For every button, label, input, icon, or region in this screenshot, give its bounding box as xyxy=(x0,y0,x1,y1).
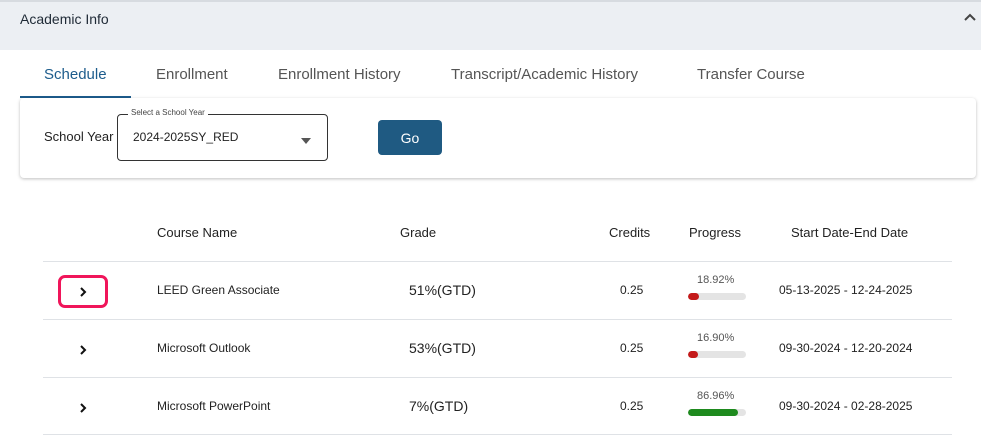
dropdown-arrow-icon[interactable] xyxy=(301,138,311,144)
progress-fill xyxy=(688,409,739,416)
expand-row-button[interactable] xyxy=(58,333,108,366)
credits-value: 0.25 xyxy=(620,283,644,297)
select-legend: Select a School Year xyxy=(128,108,208,117)
select-value: 2024-2025SY_RED xyxy=(133,130,239,144)
progress-bar xyxy=(688,409,746,416)
chevron-up-icon[interactable] xyxy=(963,11,977,25)
tab-enrollment-history[interactable]: Enrollment History xyxy=(278,66,401,83)
progress-cell: 86.96% xyxy=(688,390,748,420)
grade-value: 7%(GTD) xyxy=(409,398,469,414)
date-range: 05-13-2025 - 12-24-2025 xyxy=(779,283,913,297)
tab-schedule[interactable]: Schedule xyxy=(44,66,107,83)
progress-fill xyxy=(688,351,698,358)
expand-row-button[interactable] xyxy=(58,275,108,308)
progress-cell: 16.90% xyxy=(688,332,748,362)
table-row: LEED Green Associate 51%(GTD) 0.25 18.92… xyxy=(43,261,952,319)
progress-cell: 18.92% xyxy=(688,274,748,304)
credits-value: 0.25 xyxy=(620,399,644,413)
progress-fill xyxy=(688,293,699,300)
chevron-right-icon xyxy=(80,402,87,413)
course-name: Microsoft PowerPoint xyxy=(157,399,271,413)
tab-bar: Schedule Enrollment Enrollment History T… xyxy=(20,50,960,98)
column-header-dates: Start Date-End Date xyxy=(791,225,909,240)
progress-label: 18.92% xyxy=(697,274,735,286)
progress-label: 86.96% xyxy=(697,390,735,402)
tab-transfer-course[interactable]: Transfer Course xyxy=(697,66,805,83)
chevron-right-icon xyxy=(80,286,87,297)
credits-value: 0.25 xyxy=(620,341,644,355)
grade-value: 51%(GTD) xyxy=(409,282,476,298)
date-range: 09-30-2024 - 02-28-2025 xyxy=(779,399,913,413)
expand-row-button[interactable] xyxy=(58,391,108,424)
column-header-progress: Progress xyxy=(689,225,742,240)
progress-bar xyxy=(688,351,746,358)
active-tab-indicator xyxy=(20,96,131,98)
course-name: Microsoft Outlook xyxy=(157,341,251,355)
filter-card: School Year Select a School Year 2024-20… xyxy=(20,98,976,178)
column-header-grade: Grade xyxy=(400,225,437,240)
school-year-label: School Year xyxy=(44,129,114,144)
column-header-credits: Credits xyxy=(609,225,651,240)
tab-transcript-academic-history[interactable]: Transcript/Academic History xyxy=(451,66,638,83)
course-name: LEED Green Associate xyxy=(157,283,280,297)
progress-bar xyxy=(688,293,746,300)
section-title: Academic Info xyxy=(20,11,109,27)
table-row: Microsoft Outlook 53%(GTD) 0.25 16.90% 0… xyxy=(43,319,952,377)
column-header-course-name: Course Name xyxy=(157,225,238,240)
school-year-select[interactable]: Select a School Year 2024-2025SY_RED xyxy=(117,108,328,161)
chevron-right-icon xyxy=(80,344,87,355)
progress-label: 16.90% xyxy=(697,332,735,344)
go-button[interactable]: Go xyxy=(378,120,442,155)
section-header[interactable]: Academic Info xyxy=(0,0,981,50)
date-range: 09-30-2024 - 12-20-2024 xyxy=(779,341,913,355)
tab-enrollment[interactable]: Enrollment xyxy=(156,66,228,83)
table-row: Microsoft PowerPoint 7%(GTD) 0.25 86.96%… xyxy=(43,377,952,435)
grade-value: 53%(GTD) xyxy=(409,340,476,356)
